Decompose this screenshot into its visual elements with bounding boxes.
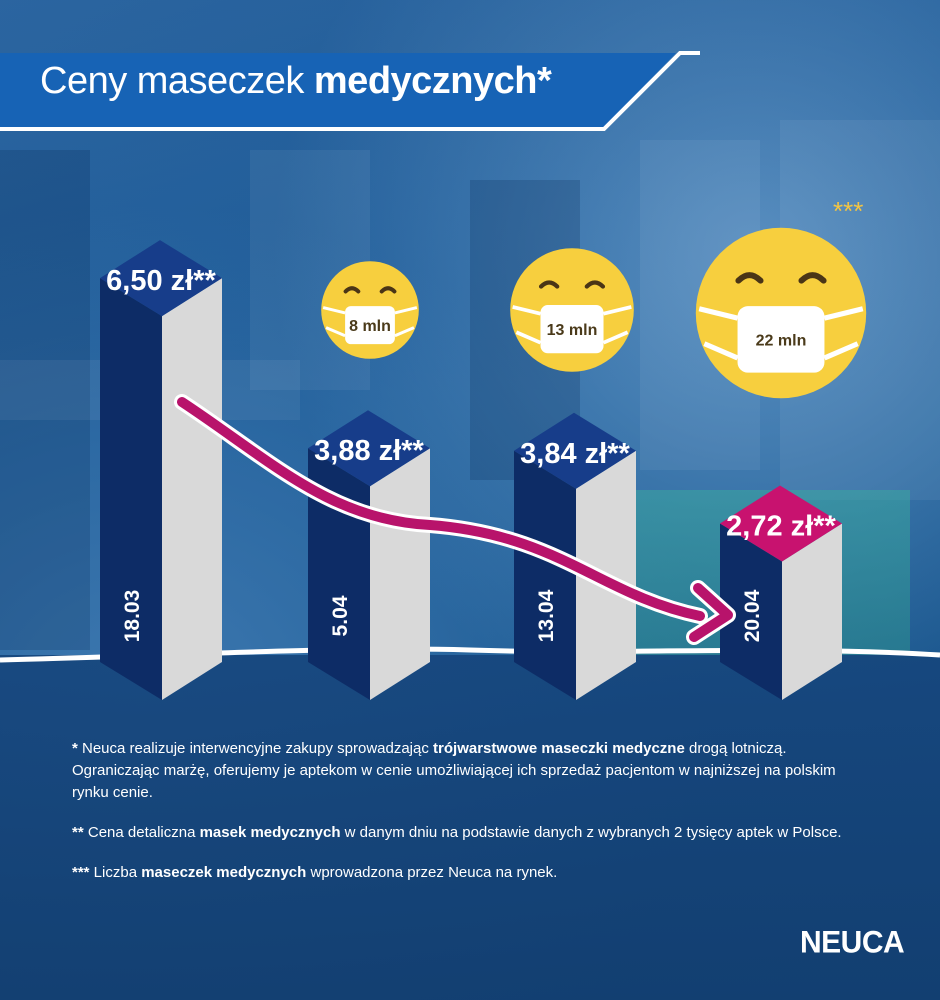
footnote-2: ** Cena detaliczna masek medycznych w da… [72, 822, 862, 844]
masks-layer: 8 mln 13 mln 22 mln [321, 227, 867, 399]
masks-marker: *** [833, 196, 863, 226]
title-banner [0, 51, 700, 131]
bottom-panel [0, 655, 940, 1000]
labels-layer: 18.03 6,50 zł** 5.04 3,88 zł** 13.04 3,84 zł*… [106, 265, 836, 642]
footnotes: * Neuca realizuje interwencyjne zakupy s… [72, 738, 862, 902]
date-label: 5.04 [329, 595, 352, 636]
footnote-bold: trójwarstwowe maseczki medyczne [433, 740, 685, 757]
date-label: 20.04 [741, 589, 764, 642]
title-regular: Ceny maseczek [40, 60, 314, 102]
bar-top [100, 240, 222, 317]
mask-label: 13 mln [547, 322, 598, 339]
neuca-logo: NEUCA [800, 925, 905, 960]
footnote-marker: ** [72, 824, 84, 841]
mask-emoji-icon: 8 mln [321, 261, 419, 359]
bar-top [720, 485, 842, 562]
footnote-text: Liczba [89, 864, 142, 881]
price-label: 3,84 zł** [520, 438, 630, 470]
trend-arrow [174, 394, 736, 645]
bars-layer [100, 240, 842, 700]
mask-emoji-icon: 22 mln [695, 227, 867, 399]
bar-side [782, 523, 842, 700]
footnote-text: Cena detaliczna [83, 824, 200, 841]
footnote-marker: * [72, 740, 78, 757]
bar-front [514, 450, 576, 700]
price-chart: 18.03 6,50 zł** 5.04 3,88 zł** 13.04 3,84 zł*… [0, 196, 940, 700]
mask-label: 8 mln [349, 318, 391, 335]
footnote-3: *** Liczba maseczek medycznych wprowadzo… [72, 862, 862, 884]
bar-side [370, 448, 430, 700]
bar-front [100, 278, 162, 700]
footnote-text: w danym dniu na podstawie danych z wybra… [340, 824, 842, 841]
price-label: 6,50 zł** [106, 265, 216, 297]
bar-3 [720, 485, 842, 700]
title-bold: medycznych* [313, 60, 552, 102]
date-label: 18.03 [121, 590, 144, 643]
bar-top [514, 412, 636, 489]
date-label: 13.04 [535, 589, 558, 642]
bar-front [720, 523, 782, 700]
mask-label: 22 mln [756, 332, 807, 349]
footnote-text: Neuca realizuje interwencyjne zakupy spr… [77, 740, 434, 757]
price-label: 2,72 zł** [726, 510, 836, 542]
price-label: 3,88 zł** [314, 435, 424, 467]
footnote-text: drogą lotniczą. Ograniczając marżę, ofer… [72, 740, 836, 801]
footnote-text: wprowadzona przez Neuca na rynek. [306, 864, 558, 881]
bar-side [162, 278, 222, 700]
footnote-bold: masek medycznych [199, 824, 341, 841]
mask-emoji-icon: 13 mln [510, 248, 634, 372]
footnote-bold: maseczek medycznych [141, 864, 307, 881]
page-title: Ceny maseczek medycznych* [40, 60, 552, 103]
footnote-1: * Neuca realizuje interwencyjne zakupy s… [72, 738, 862, 804]
bar-top [308, 410, 430, 487]
footnote-marker: *** [72, 864, 90, 881]
bar-0 [100, 240, 222, 700]
